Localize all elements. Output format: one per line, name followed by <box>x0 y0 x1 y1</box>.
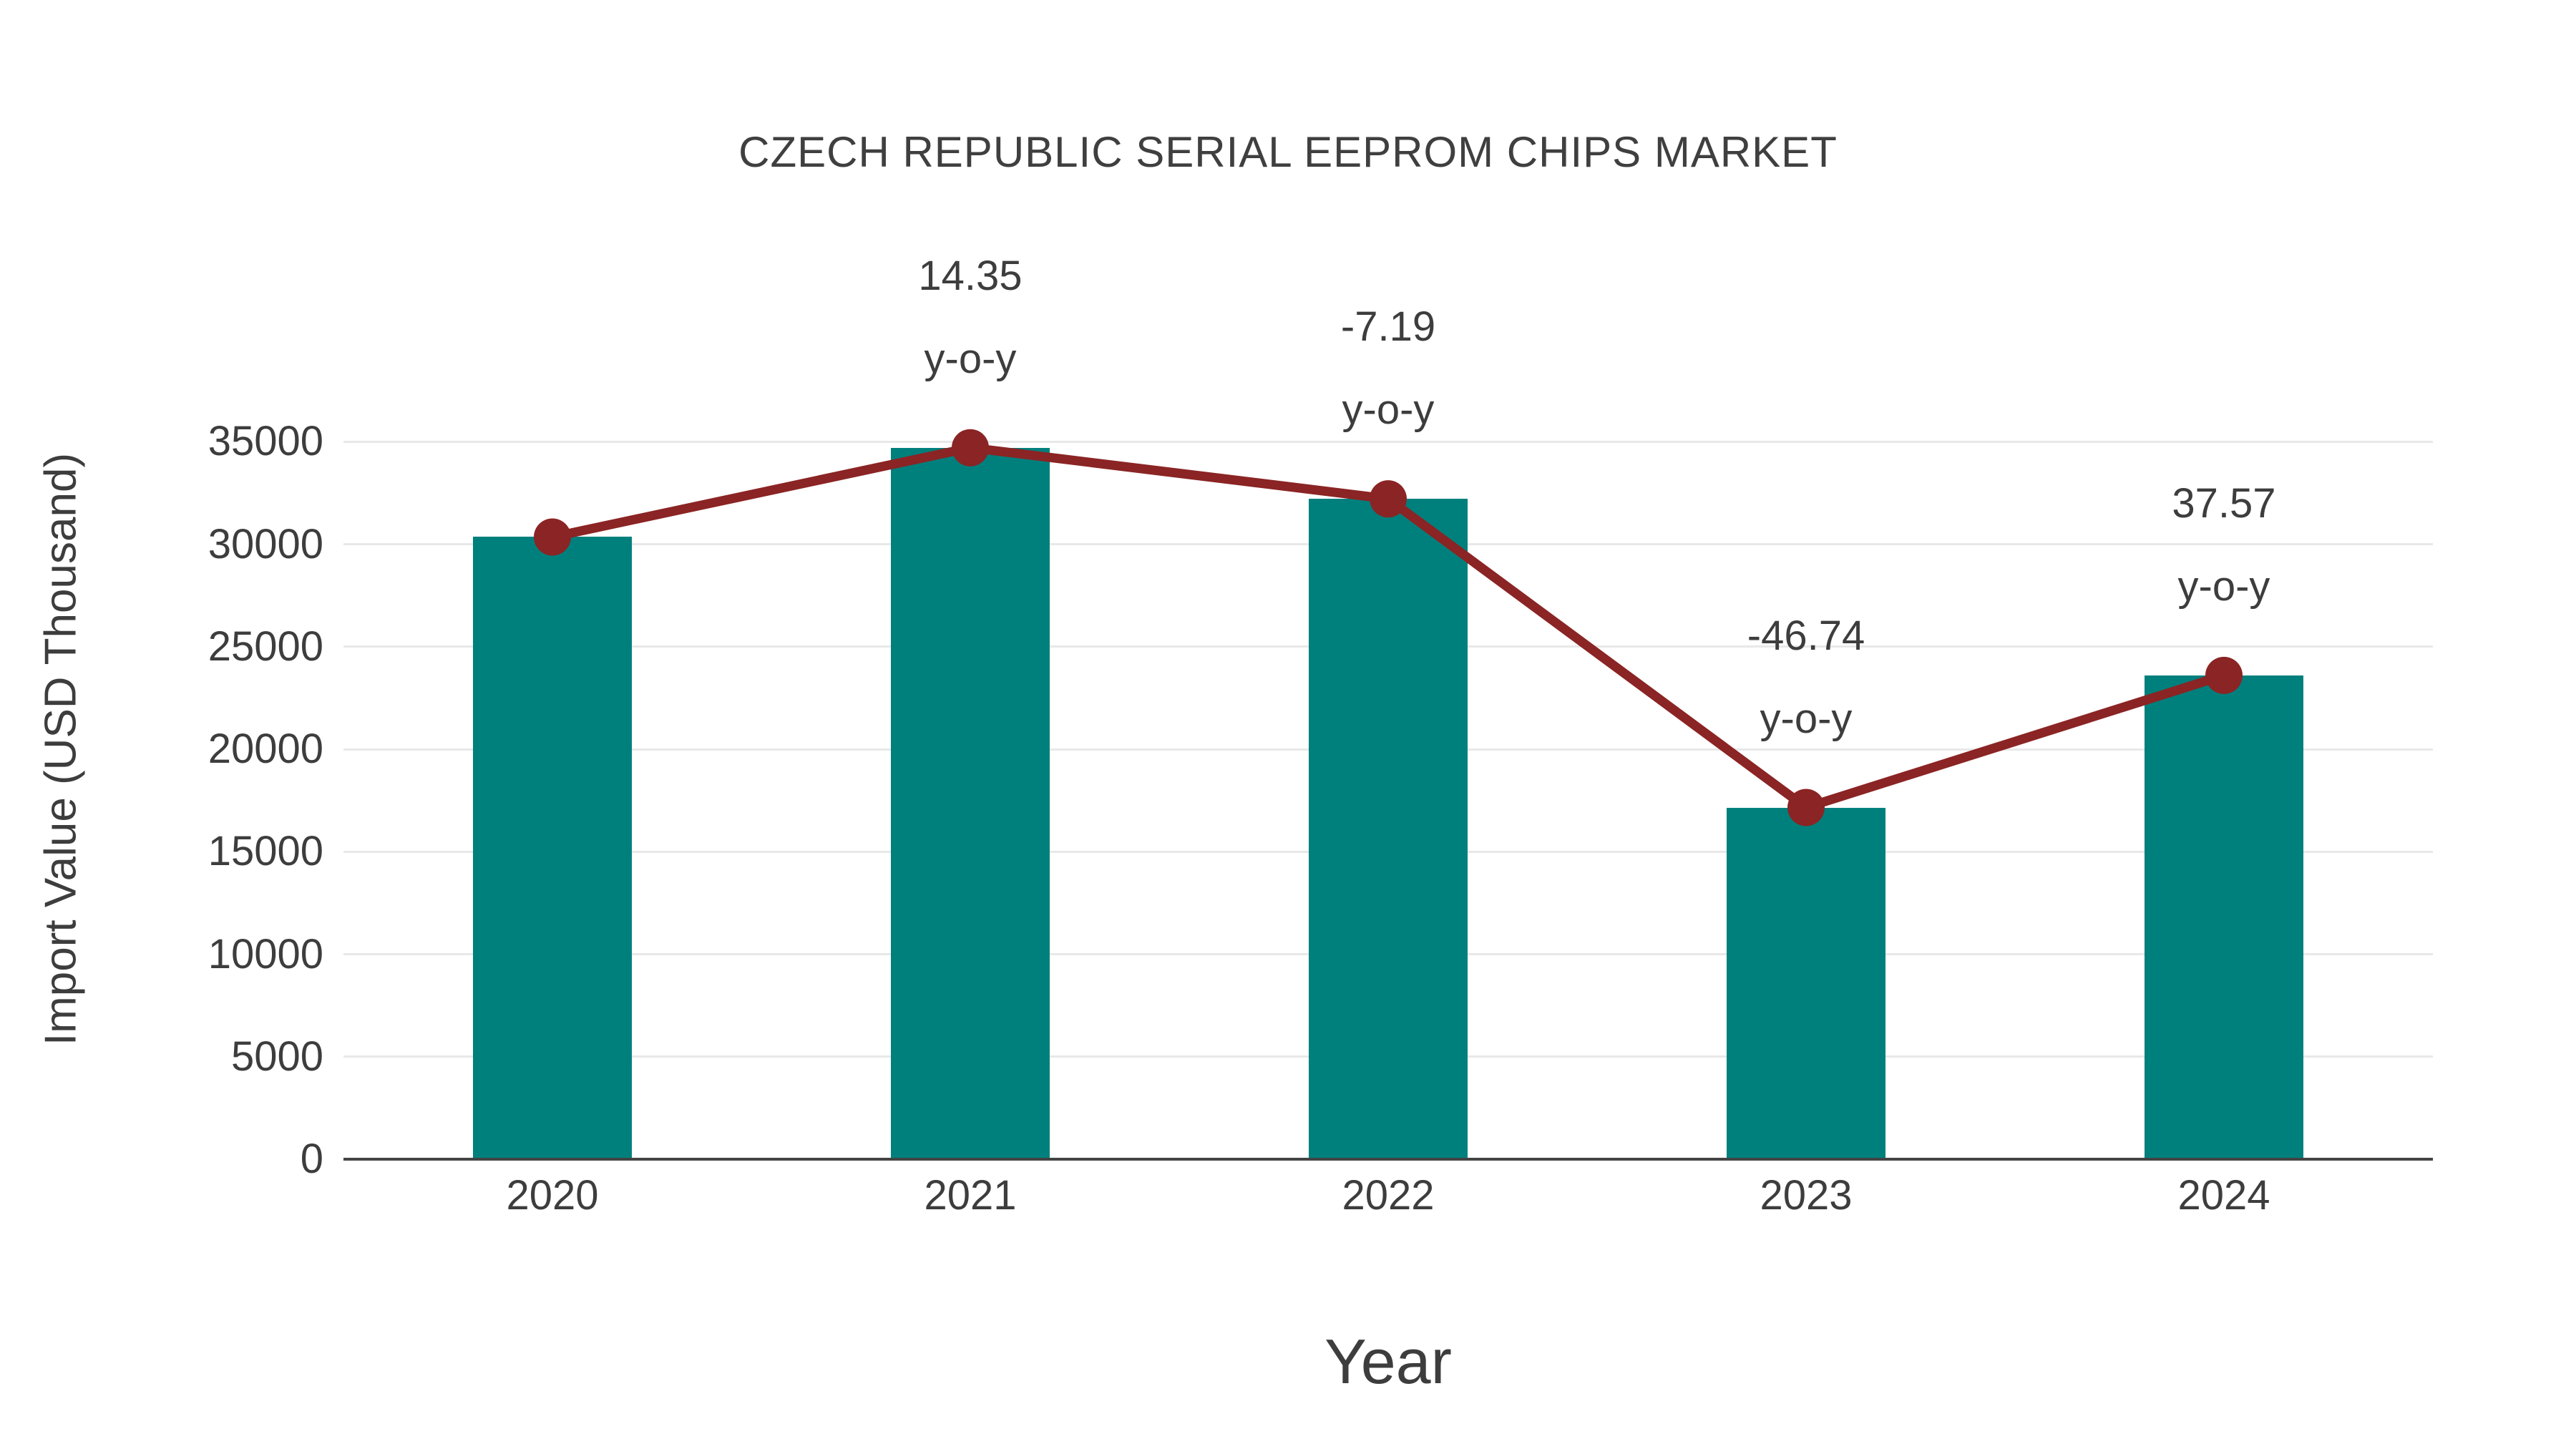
annotation-label: y-o-y <box>1760 695 1853 742</box>
chart-title: CZECH REPUBLIC SERIAL EEPROM CHIPS MARKE… <box>738 128 1838 176</box>
annotation-label: y-o-y <box>1342 386 1435 434</box>
gridline-y-35000 <box>343 440 2433 443</box>
y-tick-label: 35000 <box>208 418 323 465</box>
annotation-value: -46.74 <box>1747 612 1865 659</box>
y-tick-label: 25000 <box>208 623 323 670</box>
trend-marker-2020 <box>534 518 571 556</box>
annotation-2022: -7.19 y-o-y <box>1231 286 1546 452</box>
bar-2024 <box>2145 675 2303 1159</box>
annotation-2024: 37.57 y-o-y <box>2067 462 2381 628</box>
trend-line-layer <box>534 429 2243 826</box>
y-tick-label: 5000 <box>230 1033 323 1080</box>
x-tick-label-2024: 2024 <box>2177 1172 2270 1219</box>
y-tick-label: 20000 <box>208 726 323 772</box>
annotation-label: y-o-y <box>924 335 1017 382</box>
annotation-label: y-o-y <box>2177 562 2270 610</box>
x-axis-line <box>343 1158 2433 1161</box>
trend-marker-2023 <box>1787 789 1825 826</box>
bar-2020 <box>473 537 632 1159</box>
trend-marker-2021 <box>952 429 989 467</box>
annotation-value: 37.57 <box>2172 479 2276 527</box>
x-tick-label-2020: 2020 <box>506 1172 599 1219</box>
x-axis-title: Year <box>1324 1326 1452 1397</box>
x-tick-label-2023: 2023 <box>1760 1172 1853 1219</box>
trend-marker-2022 <box>1370 480 1407 518</box>
annotation-value: -7.19 <box>1340 303 1436 351</box>
bar-2023 <box>1727 807 1885 1159</box>
annotation-value: 14.35 <box>918 252 1023 299</box>
bar-2022 <box>1309 499 1468 1159</box>
annotation-2021: 14.35 y-o-y <box>813 235 1128 401</box>
annotation-2023: -46.74 y-o-y <box>1649 595 1963 761</box>
y-tick-label: 10000 <box>208 930 323 977</box>
x-tick-label-2022: 2022 <box>1342 1172 1435 1219</box>
y-tick-label: 0 <box>300 1136 323 1182</box>
x-tick-label-2021: 2021 <box>924 1172 1017 1219</box>
trend-marker-2024 <box>2205 656 2243 694</box>
y-tick-label: 30000 <box>208 520 323 567</box>
bar-2021 <box>891 447 1050 1159</box>
y-tick-label: 15000 <box>208 828 323 875</box>
